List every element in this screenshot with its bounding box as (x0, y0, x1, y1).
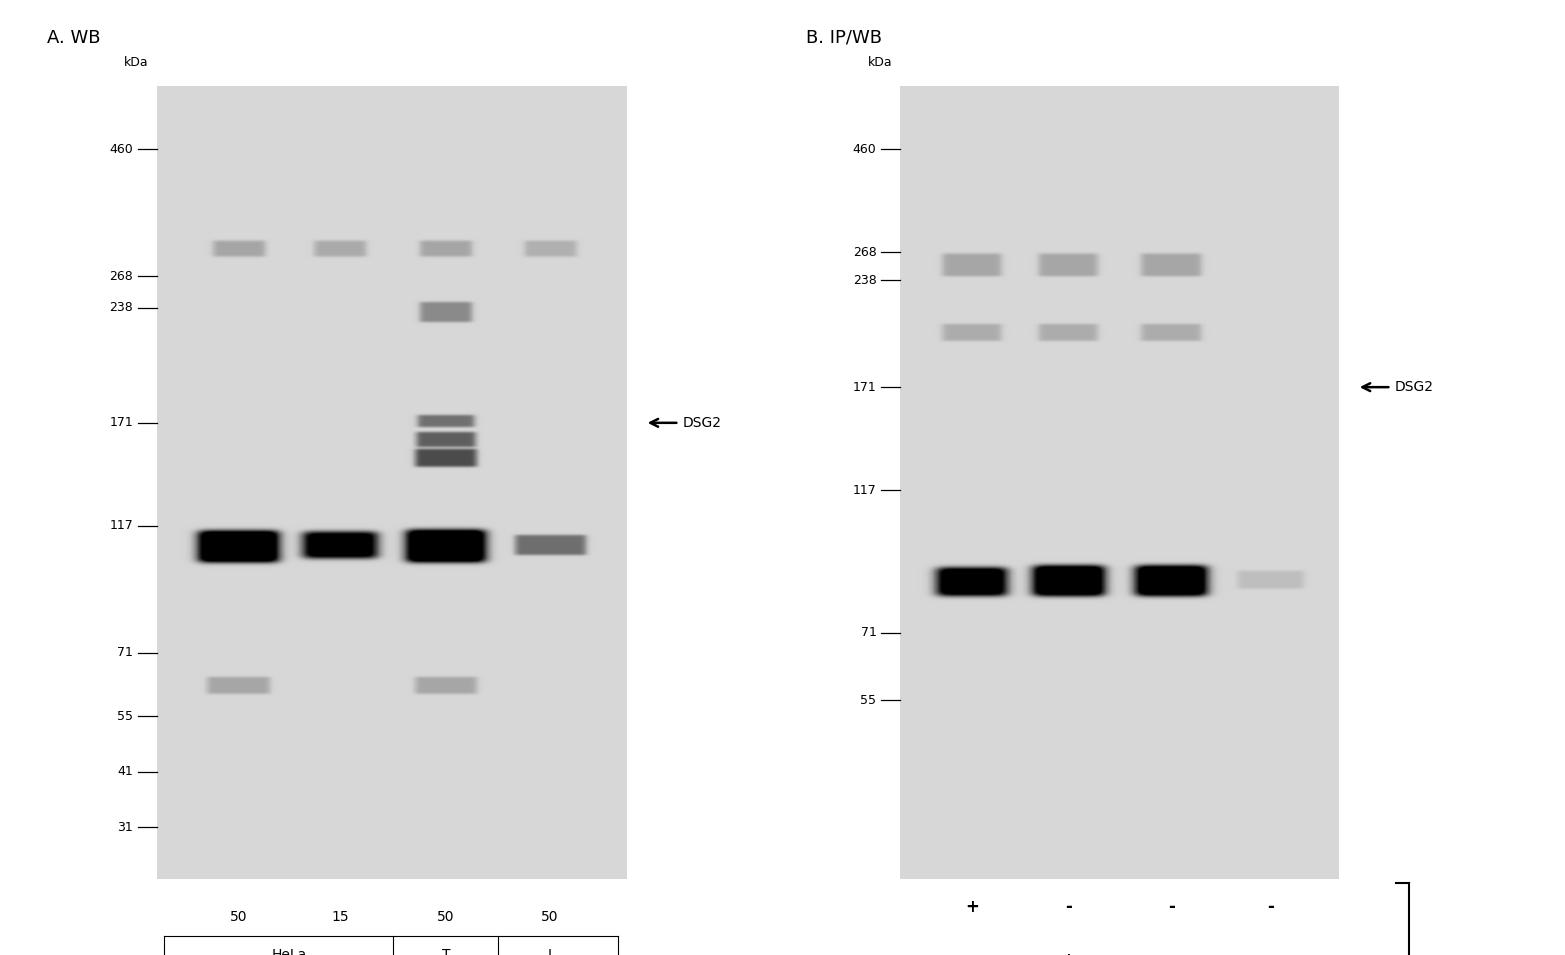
Text: 460: 460 (110, 143, 133, 156)
Text: DSG2: DSG2 (1394, 380, 1434, 394)
Text: 50: 50 (541, 910, 559, 923)
Text: T: T (441, 948, 451, 955)
Text: J: J (548, 948, 552, 955)
Text: -: - (1167, 951, 1175, 955)
Text: 41: 41 (117, 765, 133, 778)
Text: 55: 55 (861, 693, 876, 707)
Text: 50: 50 (230, 910, 247, 923)
Text: -: - (1167, 899, 1175, 916)
Text: DSG2: DSG2 (682, 415, 721, 430)
Text: -: - (969, 951, 975, 955)
Text: 268: 268 (110, 269, 133, 283)
Text: 238: 238 (853, 274, 876, 286)
Text: 238: 238 (110, 302, 133, 314)
Text: +: + (966, 899, 980, 916)
Text: -: - (1266, 951, 1274, 955)
Text: 71: 71 (117, 647, 133, 659)
Text: 171: 171 (110, 416, 133, 430)
Text: 71: 71 (861, 626, 876, 640)
Text: 31: 31 (117, 820, 133, 834)
Text: 55: 55 (117, 710, 133, 723)
Text: 117: 117 (110, 520, 133, 532)
Text: 15: 15 (332, 910, 349, 923)
Text: -: - (1066, 899, 1072, 916)
Text: 117: 117 (853, 483, 876, 497)
Text: A. WB: A. WB (47, 29, 100, 47)
Text: 268: 268 (853, 245, 876, 259)
Text: +: + (1061, 951, 1075, 955)
Text: kDa: kDa (124, 55, 149, 69)
Text: 171: 171 (853, 381, 876, 393)
Text: 50: 50 (438, 910, 455, 923)
Text: kDa: kDa (867, 55, 892, 69)
Text: B. IP/WB: B. IP/WB (806, 29, 883, 47)
Text: -: - (1266, 899, 1274, 916)
Text: HeLa: HeLa (272, 948, 307, 955)
Text: 460: 460 (853, 143, 876, 156)
